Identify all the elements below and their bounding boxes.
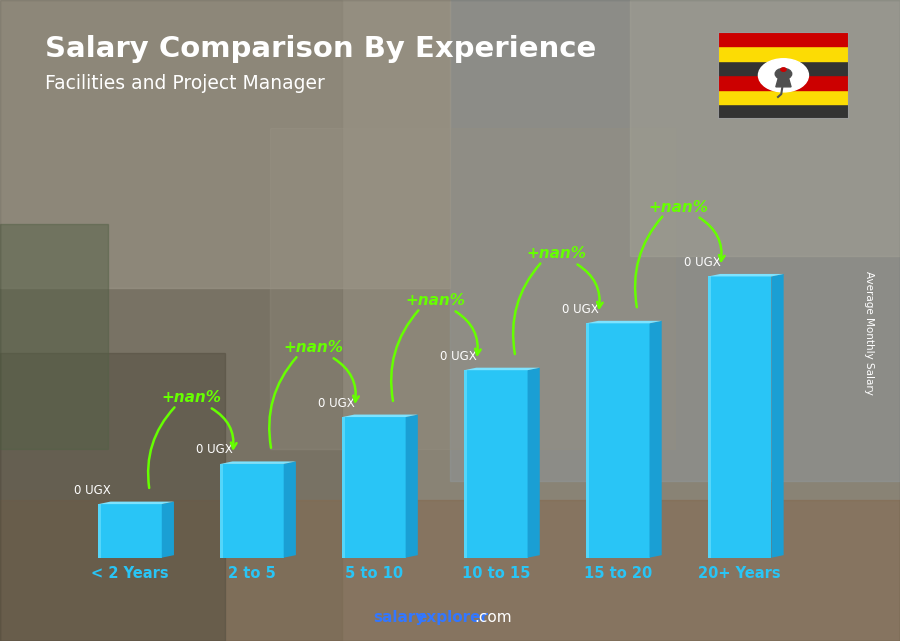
Text: salary: salary [374, 610, 426, 625]
Polygon shape [284, 462, 296, 558]
Text: Facilities and Project Manager: Facilities and Project Manager [45, 74, 325, 93]
Polygon shape [342, 415, 418, 417]
Polygon shape [98, 504, 162, 558]
Polygon shape [771, 274, 784, 558]
Polygon shape [527, 368, 540, 558]
Polygon shape [586, 320, 662, 323]
Bar [0, 353, 225, 641]
Bar [718, 90, 849, 104]
Text: +nan%: +nan% [526, 246, 587, 262]
Polygon shape [708, 274, 784, 276]
Text: 0 UGX: 0 UGX [562, 303, 598, 316]
Polygon shape [586, 323, 650, 558]
Bar [718, 61, 849, 76]
Bar [718, 47, 849, 61]
Polygon shape [406, 415, 418, 558]
Bar [718, 104, 849, 119]
Text: 0 UGX: 0 UGX [318, 397, 355, 410]
Text: +nan%: +nan% [161, 390, 221, 405]
Polygon shape [464, 370, 467, 558]
Polygon shape [708, 276, 771, 558]
Polygon shape [650, 320, 662, 558]
Polygon shape [464, 368, 540, 370]
Circle shape [781, 68, 786, 71]
Polygon shape [220, 464, 223, 558]
Bar [0, 0, 450, 288]
Text: Salary Comparison By Experience: Salary Comparison By Experience [45, 35, 596, 63]
Text: 0 UGX: 0 UGX [74, 483, 111, 497]
Polygon shape [776, 76, 791, 87]
Polygon shape [98, 504, 102, 558]
Polygon shape [98, 502, 174, 504]
Bar [0, 0, 342, 641]
Text: explorer: explorer [417, 610, 489, 625]
Text: 0 UGX: 0 UGX [196, 444, 232, 456]
Polygon shape [220, 462, 296, 464]
Text: .com: .com [474, 610, 512, 625]
Bar [450, 0, 900, 481]
Polygon shape [342, 417, 406, 558]
Polygon shape [708, 276, 711, 558]
Text: +nan%: +nan% [405, 294, 465, 308]
Text: Average Monthly Salary: Average Monthly Salary [863, 271, 874, 395]
Polygon shape [220, 464, 284, 558]
Text: +nan%: +nan% [649, 199, 709, 215]
Polygon shape [586, 323, 590, 558]
Circle shape [759, 59, 808, 92]
Bar [0, 224, 108, 449]
Polygon shape [342, 417, 346, 558]
Polygon shape [162, 502, 174, 558]
Bar [718, 75, 849, 90]
Circle shape [775, 69, 792, 79]
Text: +nan%: +nan% [283, 340, 343, 355]
Text: 0 UGX: 0 UGX [440, 349, 476, 363]
Bar [718, 32, 849, 47]
Text: 0 UGX: 0 UGX [684, 256, 720, 269]
Bar [630, 0, 900, 256]
Bar [270, 128, 675, 449]
Polygon shape [464, 370, 527, 558]
Bar [0, 500, 900, 641]
